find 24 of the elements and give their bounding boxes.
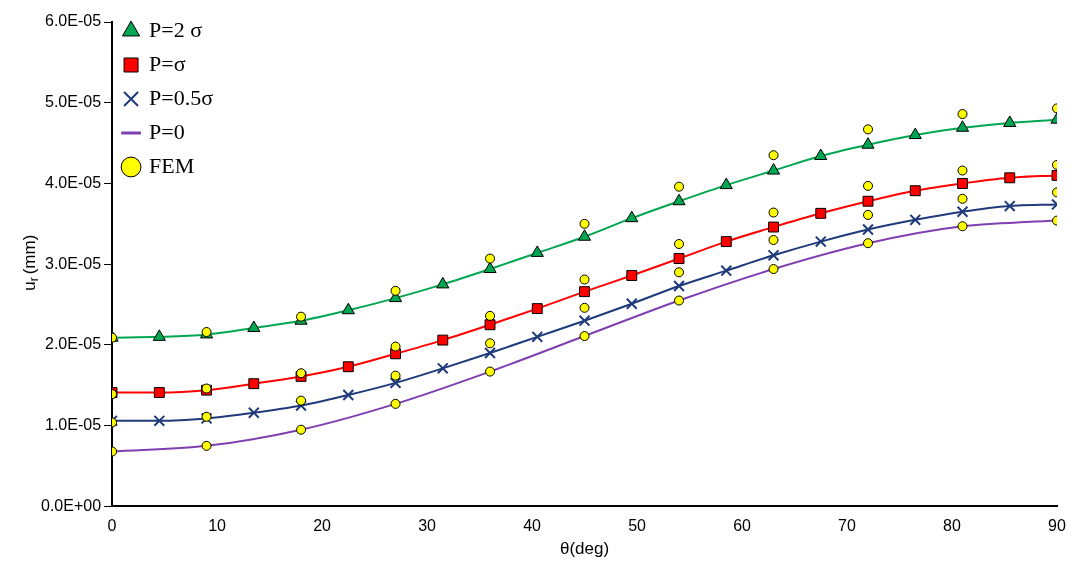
legend-label: P=σ <box>149 50 186 76</box>
legend-label: P=2 σ <box>149 16 203 42</box>
legend-label: P=0.5σ <box>149 84 214 110</box>
x-tick-label: 90 <box>1048 517 1066 535</box>
y-tick-label: 2.0E-05 <box>45 335 102 353</box>
y-tick-label: 1.0E-05 <box>45 416 102 434</box>
x-tick-label: 10 <box>208 517 227 535</box>
y-tick-label: 5.0E-05 <box>45 93 102 111</box>
x-tick-label: 20 <box>313 517 332 535</box>
y-tick-label: 3.0E-05 <box>45 254 102 272</box>
legend-label: FEM <box>149 152 195 178</box>
x-axis-title: θ(deg) <box>559 539 610 559</box>
y-axis-title: ur(mm) <box>19 234 42 291</box>
x-tick-label: 30 <box>418 517 437 535</box>
x-tick-label: 60 <box>733 517 752 535</box>
x-tick-label: 0 <box>107 517 117 535</box>
x-tick-label: 50 <box>628 517 647 535</box>
legend-label: P=0 <box>149 118 185 144</box>
y-tick-label: 0.0E+00 <box>40 496 102 514</box>
x-tick-label: 80 <box>943 517 962 535</box>
x-tick-label: 70 <box>838 517 857 535</box>
y-tick-label: 4.0E-05 <box>45 173 102 191</box>
x-tick-label: 40 <box>523 517 542 535</box>
y-tick-label: 6.0E-05 <box>45 12 102 30</box>
